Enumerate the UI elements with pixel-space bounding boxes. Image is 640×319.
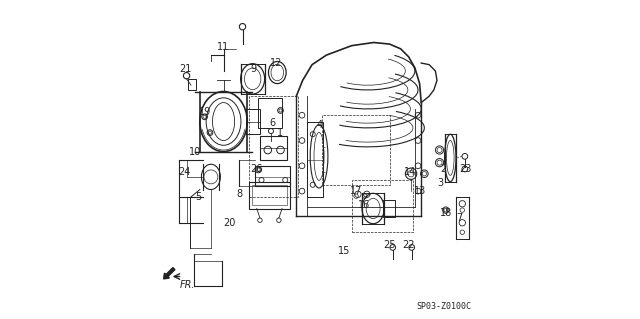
Text: 24: 24 — [178, 167, 190, 177]
Bar — [351, 180, 413, 232]
Bar — [246, 109, 260, 134]
Bar — [188, 79, 196, 90]
FancyArrow shape — [164, 268, 175, 279]
Text: 6: 6 — [269, 118, 276, 128]
Text: FR.: FR. — [179, 280, 195, 290]
Text: 11: 11 — [218, 42, 230, 52]
Text: 9: 9 — [250, 64, 257, 74]
Text: 16: 16 — [358, 200, 371, 210]
Bar — [249, 182, 290, 209]
Text: 1: 1 — [277, 128, 284, 137]
Text: 4: 4 — [317, 120, 323, 130]
Text: 3: 3 — [437, 178, 444, 188]
Text: 25: 25 — [383, 240, 396, 250]
Text: 22: 22 — [403, 240, 415, 250]
Bar — [321, 115, 390, 185]
Text: 20: 20 — [224, 218, 236, 228]
Bar — [255, 166, 290, 186]
Text: 17: 17 — [350, 186, 362, 196]
Text: 21: 21 — [179, 64, 192, 74]
Bar — [249, 96, 298, 197]
Bar — [260, 136, 287, 160]
Text: 7: 7 — [456, 213, 462, 223]
Text: 14: 14 — [404, 167, 416, 177]
Text: 13: 13 — [413, 186, 426, 196]
Text: 15: 15 — [337, 246, 350, 256]
Text: 2: 2 — [440, 164, 447, 174]
Text: 19: 19 — [198, 107, 211, 117]
Text: 23: 23 — [460, 164, 472, 174]
Text: 26: 26 — [251, 164, 263, 174]
Text: 10: 10 — [189, 147, 201, 157]
Bar — [307, 122, 323, 197]
Text: 8: 8 — [236, 189, 243, 199]
Bar — [252, 185, 287, 205]
Text: 12: 12 — [269, 58, 282, 68]
Text: SP03-Z0100C: SP03-Z0100C — [417, 302, 472, 311]
Bar — [259, 98, 282, 128]
Bar — [383, 200, 396, 217]
Text: 18: 18 — [440, 208, 452, 218]
Text: 5: 5 — [195, 192, 202, 203]
